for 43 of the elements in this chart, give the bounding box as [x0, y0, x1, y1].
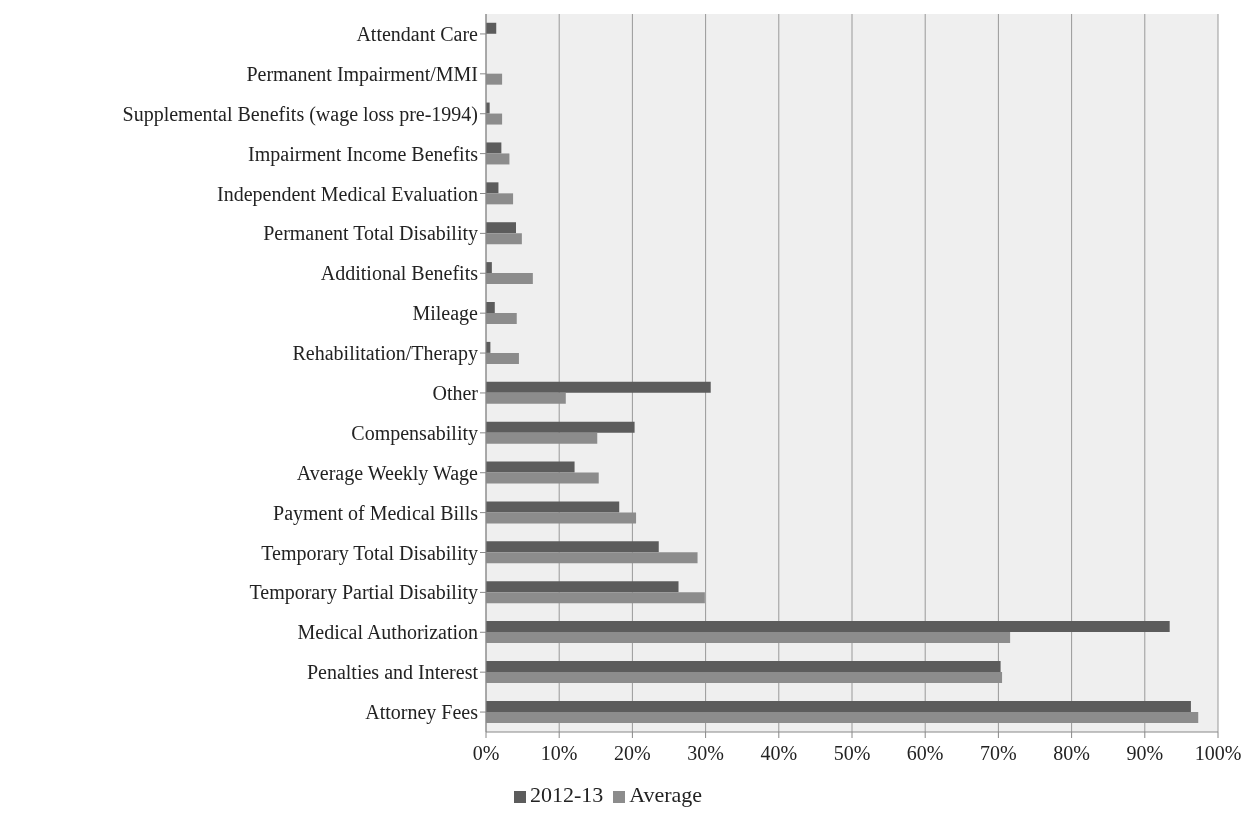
x-tick-label: 0% [472, 742, 500, 765]
y-tick-label: Payment of Medical Bills [273, 501, 479, 525]
y-tick-label: Temporary Total Disability [261, 541, 478, 565]
x-tick-label: 50% [833, 742, 871, 765]
y-tick-label: Other [432, 382, 479, 405]
bar [486, 381, 711, 393]
y-tick-label: Rehabilitation/Therapy [292, 342, 478, 366]
bar [486, 581, 679, 593]
bar [486, 700, 1191, 712]
y-tick-label: Supplemental Benefits (wage loss pre-1994) [122, 102, 478, 126]
legend-label: 2012-13 [529, 782, 604, 807]
x-tick-label: 10% [540, 742, 578, 765]
y-tick-label: Permanent Impairment/MMI [246, 62, 478, 86]
y-tick-label: Penalties and Interest [306, 661, 479, 684]
bar [486, 421, 635, 433]
bar [486, 621, 1170, 633]
y-tick-label: Medical Authorization [297, 621, 478, 644]
x-tick-label: 20% [614, 742, 651, 765]
bar [486, 302, 495, 313]
y-tick-label: Average Weekly Wage [296, 461, 479, 485]
bar [486, 541, 659, 553]
x-tick-label: 80% [1053, 742, 1090, 765]
y-tick-label: Impairment Income Benefits [248, 142, 479, 166]
x-tick-label: 30% [687, 742, 724, 765]
y-tick-label: Independent Medical Evaluation [216, 182, 478, 206]
x-tick-label: 100% [1194, 742, 1242, 765]
y-tick-label: Temporary Partial Disability [249, 581, 478, 605]
bar [486, 142, 502, 154]
y-tick-label: Attorney Fees [365, 701, 479, 725]
x-tick-label: 90% [1126, 742, 1164, 765]
x-tick-label: 40% [760, 742, 798, 765]
bar [486, 661, 1001, 672]
y-tick-label: Attendant Care [356, 23, 479, 46]
bar [486, 222, 517, 234]
x-tick-label: 60% [906, 742, 944, 765]
y-tick-label: Permanent Total Disability [263, 222, 478, 246]
y-tick-label: Mileage [412, 302, 479, 326]
x-tick-label: 70% [980, 742, 1017, 765]
y-tick-label: Additional Benefits [320, 262, 479, 285]
bar [486, 461, 575, 473]
legend-label: Average [629, 782, 703, 807]
y-tick-label: Compensability [351, 421, 478, 445]
bar [486, 501, 620, 513]
